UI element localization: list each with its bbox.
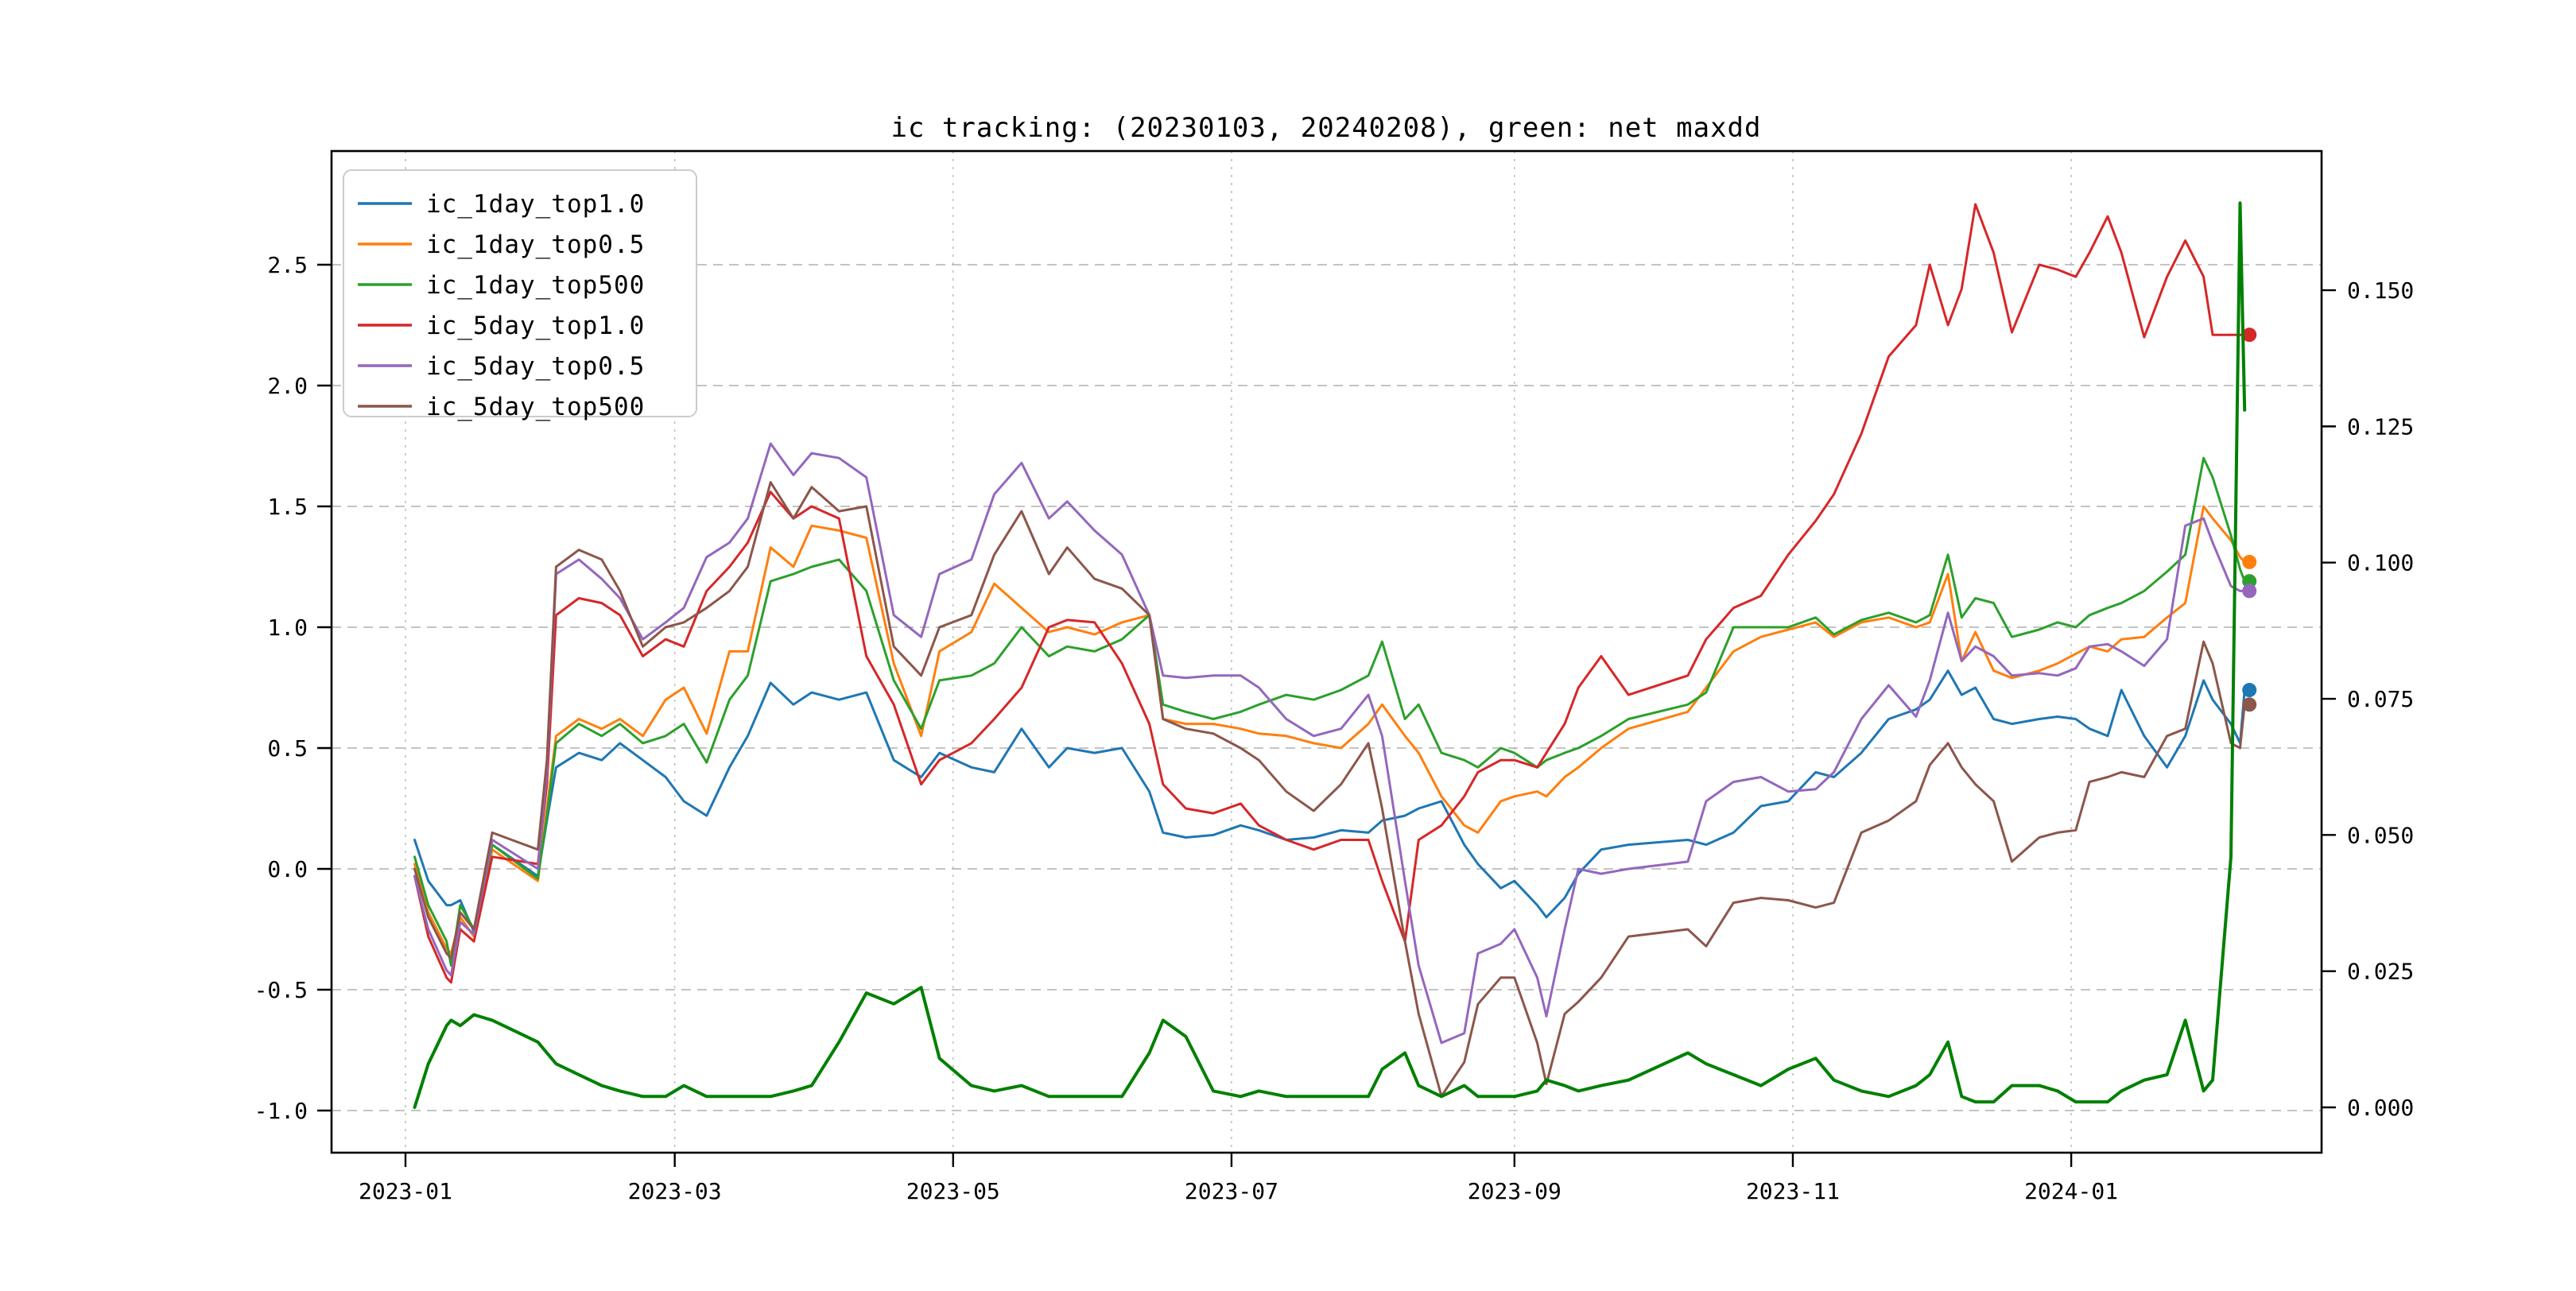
x-tick-label: 2023-07 [1185, 1178, 1278, 1204]
legend-label-ic_5day_top500: ic_5day_top500 [426, 393, 645, 421]
y-left-tick-label: 0.0 [267, 856, 308, 882]
end-dot-ic_5day_top500 [2242, 697, 2257, 712]
series-line-net_maxdd [413, 201, 2247, 1109]
y-right-tick-label: 0.125 [2347, 413, 2414, 440]
y-right-tick-label: 0.150 [2347, 277, 2414, 304]
end-dot-ic_5day_top1.0 [2242, 328, 2257, 343]
series-layer [413, 201, 2257, 1109]
x-tick-label: 2023-05 [906, 1178, 1000, 1204]
y-left-tick-label: -0.5 [254, 977, 308, 1003]
axes-layer: 2023-01 2023-03 2023-05 2023-07 2023-09 2023-… [254, 149, 2414, 1204]
end-dot-ic_1day_top1.0 [2242, 683, 2257, 698]
legend-box: ic_1day_top1.0 ic_1day_top0.5 ic_1day_top5… [343, 169, 697, 421]
y-left-tick-label: 2.0 [267, 373, 308, 399]
x-tick-label: 2023-01 [359, 1178, 452, 1204]
x-tick-label: 2023-11 [1746, 1178, 1840, 1204]
legend-label-ic_1day_top1.0: ic_1day_top1.0 [426, 190, 645, 219]
legend-frame [343, 169, 697, 417]
chart-title: ic tracking: (20230103, 20240208), green… [891, 112, 1762, 144]
y-right-tick-label: 0.000 [2347, 1095, 2414, 1121]
legend-label-ic_1day_top500: ic_1day_top500 [426, 271, 645, 300]
series-line-ic_1day_top0.5 [413, 505, 2246, 955]
series-line-ic_1day_top1.0 [413, 669, 2246, 933]
y-left-tick-label: -1.0 [254, 1098, 308, 1124]
y-right-tick-label: 0.075 [2347, 686, 2414, 712]
end-dot-ic_5day_top0.5 [2242, 583, 2257, 599]
y-left-tick-label: 0.5 [267, 735, 308, 762]
y-left-tick-label: 1.5 [267, 494, 308, 520]
plot-spines [330, 149, 2323, 1154]
x-tick-label: 2023-09 [1468, 1178, 1562, 1204]
end-dot-ic_1day_top0.5 [2242, 554, 2257, 569]
x-tick-label: 2023-03 [628, 1178, 722, 1204]
series-line-ic_1day_top500 [413, 456, 2246, 967]
series-line-ic_5day_top0.5 [413, 442, 2246, 1045]
legend-label-ic_5day_top1.0: ic_5day_top1.0 [426, 312, 645, 340]
legend-label-ic_1day_top0.5: ic_1day_top0.5 [426, 231, 645, 259]
grid-layer [332, 151, 2322, 1153]
series-line-ic_5day_top1.0 [413, 203, 2246, 984]
y-right-tick-label: 0.050 [2347, 822, 2414, 848]
y-left-tick-label: 1.0 [267, 614, 308, 641]
y-right-tick-label: 0.025 [2347, 959, 2414, 985]
legend-label-ic_5day_top0.5: ic_5day_top0.5 [426, 352, 645, 381]
y-left-tick-label: 2.5 [267, 252, 308, 278]
x-tick-label: 2024-01 [2024, 1178, 2118, 1204]
series-line-ic_5day_top500 [413, 481, 2246, 1098]
y-right-tick-label: 0.100 [2347, 550, 2414, 576]
